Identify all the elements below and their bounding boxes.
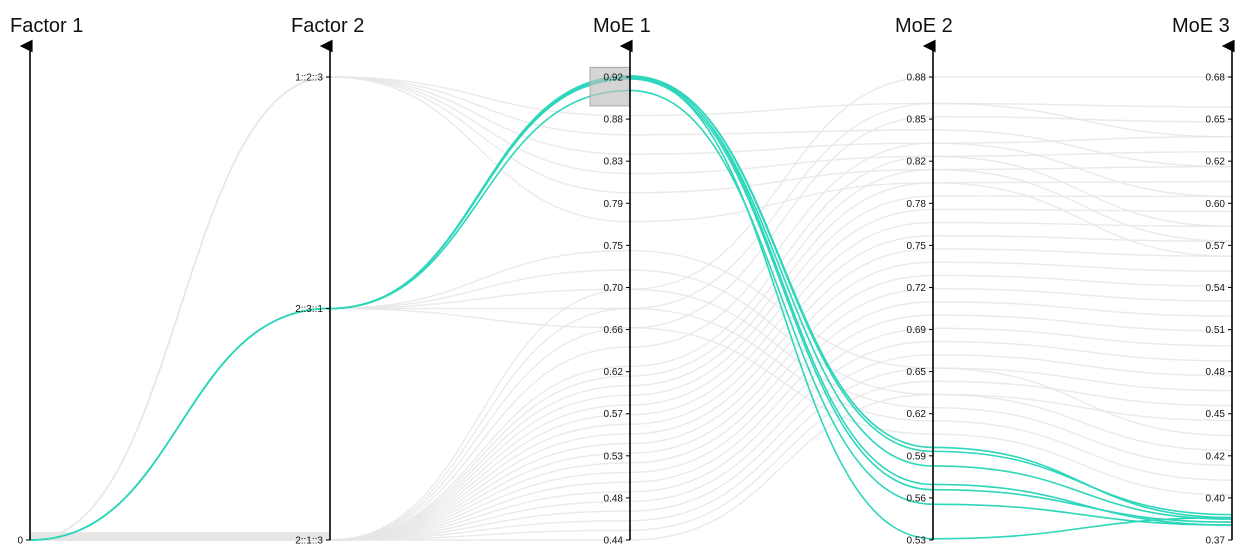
axis-factor2: Factor 2 2::1::3 2::3::1 1::2::3 xyxy=(291,15,364,546)
axis-moe3: MoE 3 0.370.400.420.450.480.510.540.570.… xyxy=(1172,15,1235,546)
tick-label: 0.53 xyxy=(907,536,927,546)
axis-title[interactable]: Factor 2 xyxy=(291,15,364,37)
axis-title[interactable]: MoE 2 xyxy=(895,15,953,37)
axis-ticks: 2::1::3 2::3::1 1::2::3 xyxy=(295,73,330,546)
tick-label: 0.75 xyxy=(907,241,927,252)
data-line[interactable] xyxy=(30,354,1233,541)
axis-moe2: MoE 2 0.530.560.590.620.650.690.720.750.… xyxy=(895,15,953,546)
tick-label: 0.88 xyxy=(604,115,624,126)
tick-label: 0.62 xyxy=(1206,157,1226,168)
tick-label: 0.45 xyxy=(1206,409,1226,420)
tick-label: 0.68 xyxy=(1206,73,1226,84)
axis-ticks: 0.37 0.40 0.42 0.45 0.48 0.51 0.54 0.57 0.60 0.62… xyxy=(1206,73,1232,546)
tick-label: 0.48 xyxy=(604,493,624,504)
tick-label: 0.82 xyxy=(907,157,927,168)
tick-label: 0.60 xyxy=(1206,199,1226,210)
tick-label: 0.51 xyxy=(1206,325,1226,336)
data-line[interactable] xyxy=(30,235,1233,541)
tick-label: 0.66 xyxy=(604,325,624,336)
tick-label: 0.83 xyxy=(604,157,624,168)
tick-label: 0.70 xyxy=(604,283,624,294)
tick-label: 0.85 xyxy=(907,115,927,126)
tick-label: 0.42 xyxy=(1206,451,1226,462)
tick-label: 0.62 xyxy=(907,409,927,420)
tick-label: 0.56 xyxy=(907,493,927,504)
tick-label: 0.44 xyxy=(604,536,624,546)
data-line[interactable] xyxy=(30,261,1233,541)
data-line[interactable] xyxy=(30,367,1233,541)
data-line[interactable] xyxy=(30,301,1233,541)
tick-label: 0.88 xyxy=(907,73,927,84)
data-line-bundle xyxy=(30,532,330,540)
tick-label: 0.65 xyxy=(907,367,927,378)
axis-factor1: Factor 1 0 xyxy=(10,15,83,546)
data-line[interactable] xyxy=(30,165,1233,541)
tick-label: 0.54 xyxy=(1206,283,1226,294)
tick-label: 0.79 xyxy=(604,199,624,210)
tick-label: 0.48 xyxy=(1206,367,1226,378)
data-line[interactable] xyxy=(30,136,1233,541)
tick-label: 0.72 xyxy=(907,283,927,294)
axis-title[interactable]: MoE 3 xyxy=(1172,15,1230,37)
tick-label: 0.75 xyxy=(604,241,624,252)
tick-label: 0.57 xyxy=(1206,241,1226,252)
tick-label: 0.62 xyxy=(604,367,624,378)
tick-label: 0.65 xyxy=(1206,115,1226,126)
data-line[interactable] xyxy=(30,314,1233,541)
tick-label: 0.69 xyxy=(907,325,927,336)
data-line[interactable] xyxy=(30,195,1233,541)
axis-brush[interactable] xyxy=(589,66,631,107)
tick-label: 0.59 xyxy=(907,451,927,462)
data-line[interactable] xyxy=(29,76,1233,541)
tick-label: 2::1::3 xyxy=(295,536,323,546)
axis-ticks: 0.53 0.56 0.59 0.62 0.65 0.69 0.72 0.75 0.78 0.82… xyxy=(907,73,933,546)
axis-title[interactable]: Factor 1 xyxy=(10,15,83,37)
tick-label: 1::2::3 xyxy=(295,73,323,84)
tick-label: 0.57 xyxy=(604,409,624,420)
tick-label: 0.92 xyxy=(604,73,624,84)
axis-ticks: 0.44 0.48 0.53 0.57 0.62 0.66 0.70 0.75 0.79 0.83… xyxy=(604,73,630,546)
tick-label: 2::3::1 xyxy=(295,304,323,315)
axis-ticks: 0 xyxy=(17,536,30,546)
tick-label: 0.40 xyxy=(1206,493,1226,504)
tick-label: 0.37 xyxy=(1206,536,1226,546)
axis-moe1: MoE 1 0.440.480.530.570.620.660.700.750.… xyxy=(589,15,651,546)
tick-label: 0.53 xyxy=(604,451,624,462)
axis-title[interactable]: MoE 1 xyxy=(593,15,651,37)
tick-label: 0 xyxy=(17,536,23,546)
data-line[interactable] xyxy=(30,393,1233,541)
tick-label: 0.78 xyxy=(907,199,927,210)
